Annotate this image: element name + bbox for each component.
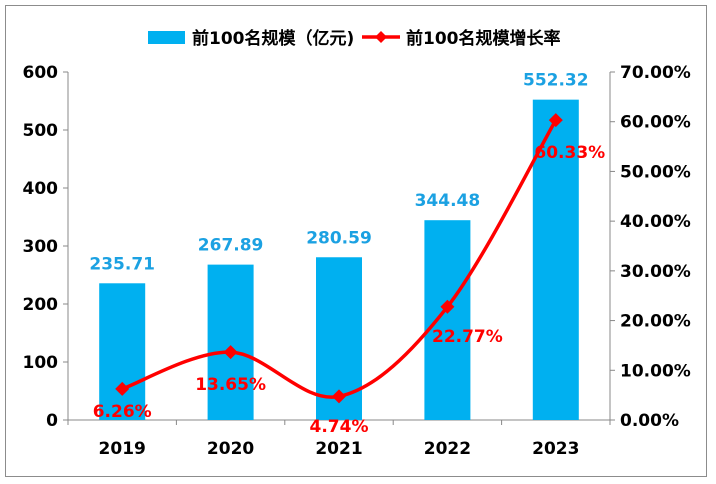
diamond-marker-icon — [332, 389, 346, 404]
chart-frame — [5, 5, 707, 477]
legend-line-label: 前100名规模增长率 — [406, 28, 561, 49]
right-tick-label: 70.00% — [620, 63, 691, 83]
right-tick-label: 10.00% — [620, 361, 691, 381]
right-tick-label: 60.00% — [620, 113, 691, 133]
left-tick-label: 0 — [46, 411, 58, 431]
line-value-label: 4.74% — [310, 417, 369, 437]
line-value-label: 60.33% — [534, 143, 605, 163]
bar-2023 — [532, 99, 579, 420]
diamond-marker-icon — [548, 113, 563, 128]
right-tick-label: 50.00% — [620, 162, 691, 182]
left-tick-label: 600 — [23, 63, 59, 83]
bar-2019 — [99, 283, 146, 420]
right-tick-label: 20.00% — [620, 312, 691, 332]
x-tick-label: 2023 — [532, 439, 579, 459]
bar-value-label: 344.48 — [415, 191, 481, 211]
legend-diamond-icon — [375, 31, 387, 43]
line-value-label: 6.26% — [93, 402, 152, 422]
x-tick-label: 2022 — [424, 439, 471, 459]
diamond-marker-icon — [223, 345, 238, 360]
bar-value-label: 235.71 — [89, 254, 155, 274]
left-tick-label: 400 — [23, 179, 59, 199]
left-tick-label: 200 — [23, 295, 59, 315]
left-tick-label: 100 — [23, 353, 59, 373]
bar-value-label: 552.32 — [523, 71, 589, 91]
diamond-marker-icon — [440, 299, 455, 314]
x-tick-label: 2019 — [99, 439, 146, 459]
right-tick-label: 30.00% — [620, 262, 691, 282]
left-tick-label: 500 — [23, 121, 59, 141]
legend-bar-swatch — [148, 31, 185, 44]
line-value-label: 22.77% — [432, 327, 503, 347]
right-tick-label: 0.00% — [620, 411, 679, 431]
bar-2022 — [424, 220, 471, 420]
bar-2020 — [207, 264, 254, 420]
bar-value-label: 267.89 — [198, 236, 264, 256]
diamond-marker-icon — [115, 381, 130, 396]
bar-value-label: 280.59 — [306, 228, 372, 248]
x-tick-label: 2021 — [315, 439, 362, 459]
line-value-label: 13.65% — [195, 375, 266, 395]
legend-bar-label: 前100名规模（亿元) — [192, 28, 354, 49]
x-tick-label: 2020 — [207, 439, 254, 459]
left-tick-label: 300 — [23, 237, 59, 257]
growth-rate-line — [121, 119, 558, 399]
right-tick-label: 40.00% — [620, 212, 691, 232]
